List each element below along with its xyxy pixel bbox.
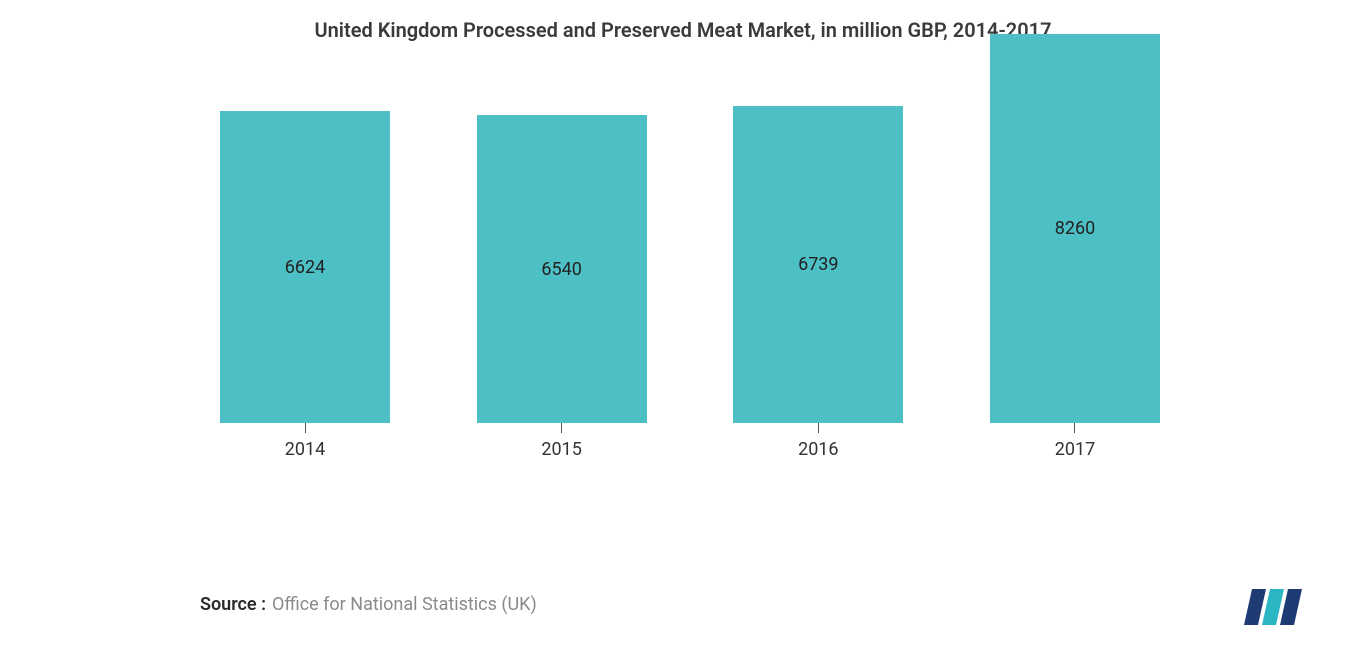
logo-icon (1242, 587, 1306, 627)
x-axis-label: 2015 (541, 439, 581, 460)
bar-value-label: 6540 (477, 259, 647, 280)
chart-container: United Kingdom Processed and Preserved M… (0, 0, 1366, 655)
x-tick (1074, 423, 1075, 433)
bar: 6624 (220, 111, 390, 423)
bar-column: 6739 2016 (733, 106, 903, 460)
chart-title: United Kingdom Processed and Preserved M… (0, 0, 1366, 42)
bar-column: 6624 2014 (220, 111, 390, 460)
source-text: Office for National Statistics (UK) (272, 594, 537, 615)
x-axis-label: 2016 (798, 439, 838, 460)
source-label: Source : (200, 594, 266, 615)
bar-value-label: 8260 (990, 218, 1160, 239)
source-line: Source : Office for National Statistics … (200, 594, 537, 615)
x-tick (305, 423, 306, 433)
x-axis-label: 2014 (285, 439, 325, 460)
bar: 6540 (477, 115, 647, 423)
brand-logo (1242, 587, 1306, 627)
bar-column: 6540 2015 (477, 115, 647, 460)
bar: 6739 (733, 106, 903, 423)
x-tick (818, 423, 819, 433)
x-axis-label: 2017 (1055, 439, 1095, 460)
x-tick (561, 423, 562, 433)
bar: 8260 (990, 34, 1160, 423)
bar-value-label: 6739 (733, 254, 903, 275)
bar-value-label: 6624 (220, 257, 390, 278)
bar-column: 8260 2017 (990, 34, 1160, 460)
plot-area: 6624 2014 6540 2015 6739 2016 8260 2017 (220, 60, 1160, 460)
